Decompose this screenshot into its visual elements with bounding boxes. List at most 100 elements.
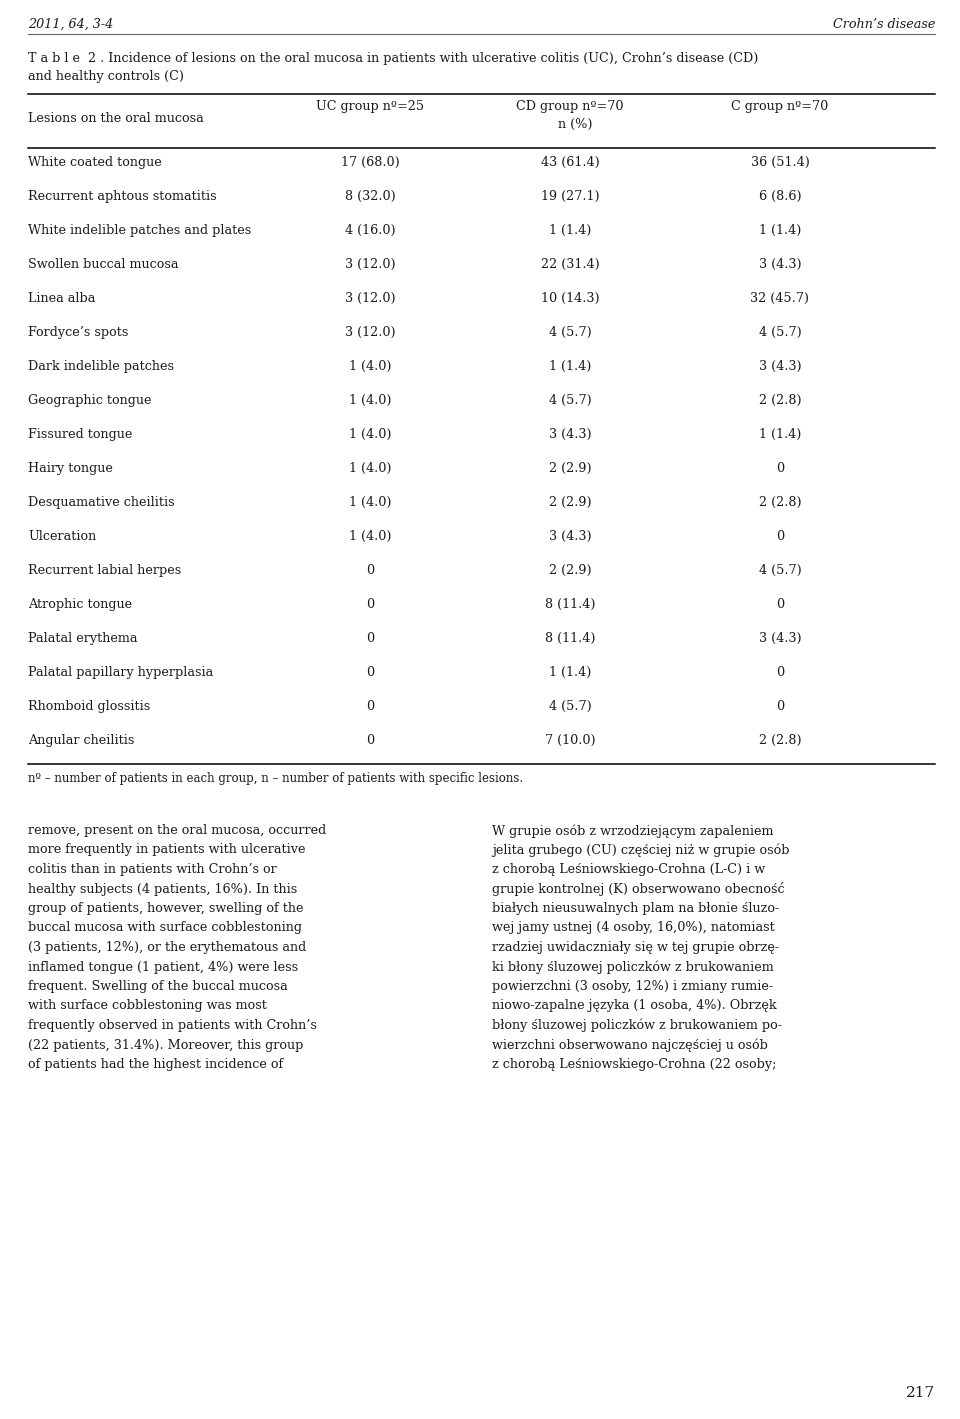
Text: Swollen buccal mucosa: Swollen buccal mucosa [28, 258, 179, 271]
Text: 0: 0 [366, 631, 374, 646]
Text: Fissured tongue: Fissured tongue [28, 429, 132, 441]
Text: Hairy tongue: Hairy tongue [28, 463, 113, 475]
Text: 3 (12.0): 3 (12.0) [345, 326, 396, 339]
Text: frequently observed in patients with Crohn’s: frequently observed in patients with Cro… [28, 1019, 317, 1032]
Text: 8 (11.4): 8 (11.4) [544, 597, 595, 612]
Text: 4 (16.0): 4 (16.0) [345, 224, 396, 237]
Text: 43 (61.4): 43 (61.4) [540, 156, 599, 169]
Text: 2011, 64, 3-4: 2011, 64, 3-4 [28, 18, 113, 31]
Text: nº – number of patients in each group, n – number of patients with specific lesi: nº – number of patients in each group, n… [28, 772, 523, 785]
Text: 0: 0 [366, 700, 374, 712]
Text: 4 (5.7): 4 (5.7) [548, 394, 591, 407]
Text: ki błony śluzowej policzków z brukowaniem: ki błony śluzowej policzków z brukowanie… [492, 961, 774, 973]
Text: 217: 217 [906, 1386, 935, 1401]
Text: 6 (8.6): 6 (8.6) [758, 190, 802, 203]
Text: White coated tongue: White coated tongue [28, 156, 161, 169]
Text: z chorobą Leśniowskiego-Crohna (22 osoby;: z chorobą Leśniowskiego-Crohna (22 osoby… [492, 1059, 777, 1071]
Text: 4 (5.7): 4 (5.7) [758, 563, 802, 578]
Text: Desquamative cheilitis: Desquamative cheilitis [28, 497, 175, 509]
Text: 2 (2.8): 2 (2.8) [758, 497, 802, 509]
Text: 1 (1.4): 1 (1.4) [758, 224, 802, 237]
Text: 32 (45.7): 32 (45.7) [751, 292, 809, 305]
Text: rzadziej uwidaczniały się w tej grupie obrzę-: rzadziej uwidaczniały się w tej grupie o… [492, 941, 780, 954]
Text: 3 (4.3): 3 (4.3) [758, 360, 802, 373]
Text: 0: 0 [776, 666, 784, 680]
Text: W grupie osób z wrzodziejącym zapaleniem: W grupie osób z wrzodziejącym zapaleniem [492, 824, 774, 837]
Text: frequent. Swelling of the buccal mucosa: frequent. Swelling of the buccal mucosa [28, 981, 288, 993]
Text: healthy subjects (4 patients, 16%). In this: healthy subjects (4 patients, 16%). In t… [28, 883, 298, 895]
Text: Palatal erythema: Palatal erythema [28, 631, 137, 646]
Text: 10 (14.3): 10 (14.3) [540, 292, 599, 305]
Text: CD group nº=70: CD group nº=70 [516, 99, 624, 114]
Text: 4 (5.7): 4 (5.7) [548, 326, 591, 339]
Text: 1 (4.0): 1 (4.0) [348, 497, 392, 509]
Text: 3 (4.3): 3 (4.3) [549, 531, 591, 543]
Text: 2 (2.9): 2 (2.9) [549, 563, 591, 578]
Text: 8 (32.0): 8 (32.0) [345, 190, 396, 203]
Text: 3 (4.3): 3 (4.3) [758, 631, 802, 646]
Text: z chorobą Leśniowskiego-Crohna (L-C) i w: z chorobą Leśniowskiego-Crohna (L-C) i w [492, 863, 765, 876]
Text: Atrophic tongue: Atrophic tongue [28, 597, 132, 612]
Text: (3 patients, 12%), or the erythematous and: (3 patients, 12%), or the erythematous a… [28, 941, 306, 954]
Text: 1 (1.4): 1 (1.4) [758, 429, 802, 441]
Text: 1 (4.0): 1 (4.0) [348, 531, 392, 543]
Text: wierzchni obserwowano najczęściej u osób: wierzchni obserwowano najczęściej u osób [492, 1039, 768, 1051]
Text: 17 (68.0): 17 (68.0) [341, 156, 399, 169]
Text: 2 (2.8): 2 (2.8) [758, 394, 802, 407]
Text: 1 (4.0): 1 (4.0) [348, 360, 392, 373]
Text: 0: 0 [776, 463, 784, 475]
Text: Palatal papillary hyperplasia: Palatal papillary hyperplasia [28, 666, 213, 680]
Text: jelita grubego (CU) częściej niż w grupie osób: jelita grubego (CU) częściej niż w grupi… [492, 843, 789, 857]
Text: Lesions on the oral mucosa: Lesions on the oral mucosa [28, 112, 204, 125]
Text: 1 (1.4): 1 (1.4) [549, 666, 591, 680]
Text: Recurrent aphtous stomatitis: Recurrent aphtous stomatitis [28, 190, 217, 203]
Text: 0: 0 [776, 531, 784, 543]
Text: Linea alba: Linea alba [28, 292, 95, 305]
Text: Fordyce’s spots: Fordyce’s spots [28, 326, 129, 339]
Text: 1 (4.0): 1 (4.0) [348, 394, 392, 407]
Text: białych nieusuwalnych plam na błonie śluzo-: białych nieusuwalnych plam na błonie ślu… [492, 902, 780, 915]
Text: 0: 0 [366, 666, 374, 680]
Text: 3 (4.3): 3 (4.3) [758, 258, 802, 271]
Text: 1 (4.0): 1 (4.0) [348, 463, 392, 475]
Text: 0: 0 [776, 597, 784, 612]
Text: 0: 0 [366, 734, 374, 746]
Text: Ulceration: Ulceration [28, 531, 96, 543]
Text: 1 (1.4): 1 (1.4) [549, 360, 591, 373]
Text: 1 (4.0): 1 (4.0) [348, 429, 392, 441]
Text: 0: 0 [776, 700, 784, 712]
Text: powierzchni (3 osoby, 12%) i zmiany rumie-: powierzchni (3 osoby, 12%) i zmiany rumi… [492, 981, 773, 993]
Text: with surface cobblestoning was most: with surface cobblestoning was most [28, 999, 267, 1013]
Text: remove, present on the oral mucosa, occurred: remove, present on the oral mucosa, occu… [28, 824, 326, 837]
Text: 0: 0 [366, 597, 374, 612]
Text: Rhomboid glossitis: Rhomboid glossitis [28, 700, 151, 712]
Text: wej jamy ustnej (4 osoby, 16,0%), natomiast: wej jamy ustnej (4 osoby, 16,0%), natomi… [492, 921, 775, 935]
Text: Angular cheilitis: Angular cheilitis [28, 734, 134, 746]
Text: buccal mucosa with surface cobblestoning: buccal mucosa with surface cobblestoning [28, 921, 302, 935]
Text: 3 (12.0): 3 (12.0) [345, 292, 396, 305]
Text: of patients had the highest incidence of: of patients had the highest incidence of [28, 1059, 283, 1071]
Text: T a b l e  2 . Incidence of lesions on the oral mucosa in patients with ulcerati: T a b l e 2 . Incidence of lesions on th… [28, 53, 758, 65]
Text: Dark indelible patches: Dark indelible patches [28, 360, 174, 373]
Text: 3 (4.3): 3 (4.3) [549, 429, 591, 441]
Text: White indelible patches and plates: White indelible patches and plates [28, 224, 252, 237]
Text: 2 (2.9): 2 (2.9) [549, 463, 591, 475]
Text: Recurrent labial herpes: Recurrent labial herpes [28, 563, 181, 578]
Text: grupie kontrolnej (K) obserwowano obecność: grupie kontrolnej (K) obserwowano obecno… [492, 883, 784, 897]
Text: UC group nº=25: UC group nº=25 [316, 99, 424, 114]
Text: 7 (10.0): 7 (10.0) [544, 734, 595, 746]
Text: 8 (11.4): 8 (11.4) [544, 631, 595, 646]
Text: inflamed tongue (1 patient, 4%) were less: inflamed tongue (1 patient, 4%) were les… [28, 961, 299, 973]
Text: 0: 0 [366, 563, 374, 578]
Text: 22 (31.4): 22 (31.4) [540, 258, 599, 271]
Text: 3 (12.0): 3 (12.0) [345, 258, 396, 271]
Text: 2 (2.8): 2 (2.8) [758, 734, 802, 746]
Text: group of patients, however, swelling of the: group of patients, however, swelling of … [28, 902, 303, 915]
Text: 2 (2.9): 2 (2.9) [549, 497, 591, 509]
Text: Crohn’s disease: Crohn’s disease [832, 18, 935, 31]
Text: more frequently in patients with ulcerative: more frequently in patients with ulcerat… [28, 843, 305, 857]
Text: Geographic tongue: Geographic tongue [28, 394, 152, 407]
Text: 1 (1.4): 1 (1.4) [549, 224, 591, 237]
Text: błony śluzowej policzków z brukowaniem po-: błony śluzowej policzków z brukowaniem p… [492, 1019, 782, 1033]
Text: n (%): n (%) [558, 118, 592, 131]
